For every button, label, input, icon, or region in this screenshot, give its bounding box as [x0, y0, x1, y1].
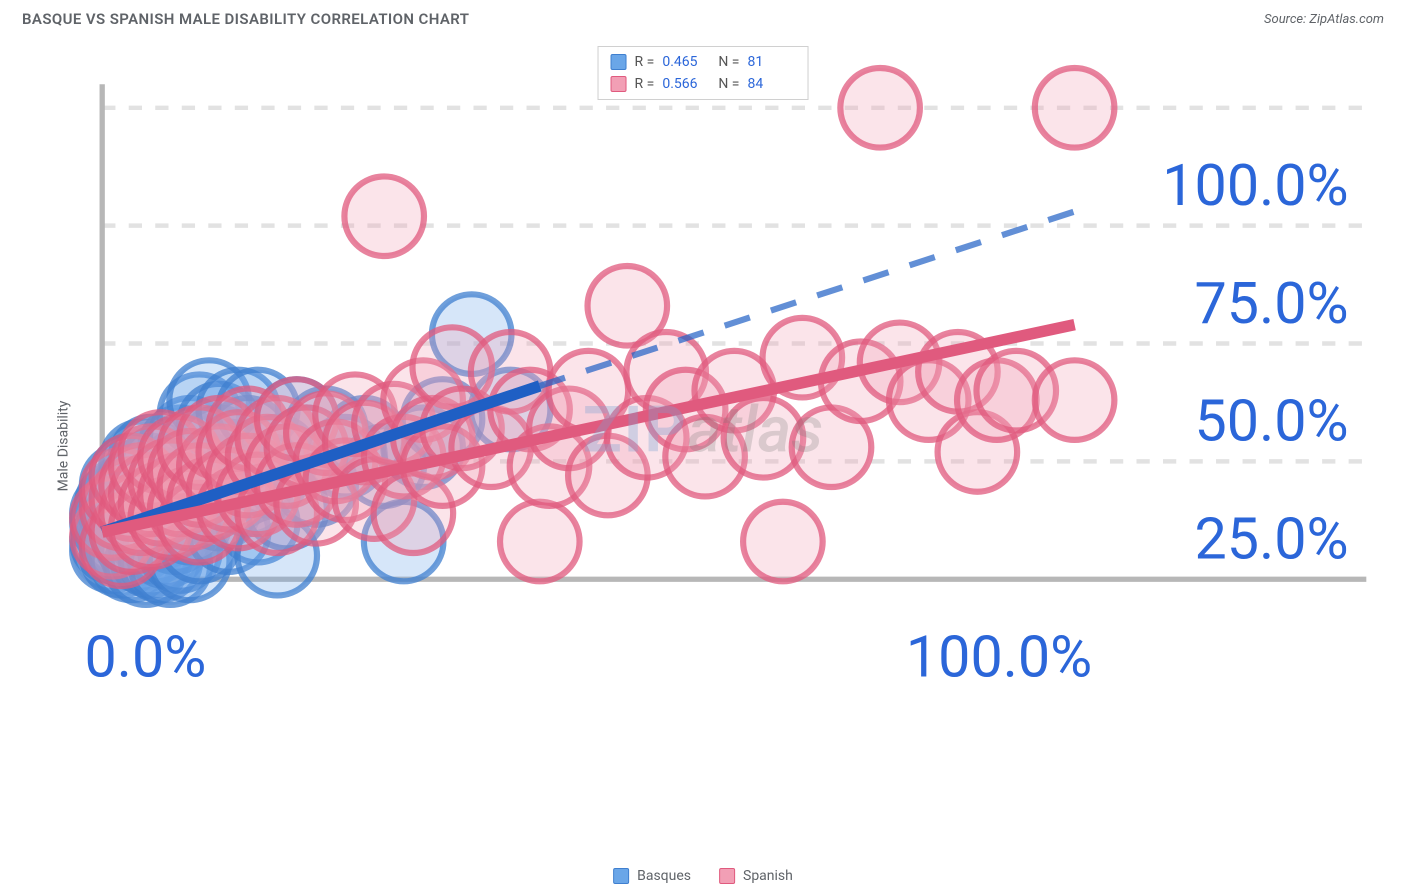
stats-row-basques: R = 0.465 N = 81: [611, 51, 796, 73]
n-value-basques: 81: [747, 51, 795, 73]
bottom-legend: Basques Spanish: [613, 868, 793, 884]
r-value-basques: 0.465: [662, 51, 710, 73]
stats-row-spanish: R = 0.566 N = 84: [611, 73, 796, 95]
legend-swatch-basques: [613, 868, 629, 884]
legend-item-basques: Basques: [613, 868, 691, 884]
stats-legend: R = 0.465 N = 81 R = 0.566 N = 84: [598, 46, 809, 100]
scatter-plot: 25.0% 50.0% 75.0% 100.0% 0.0% 100.0%: [58, 40, 1384, 703]
swatch-basques: [611, 54, 627, 70]
r-label: R =: [635, 51, 655, 73]
svg-text:100.0%: 100.0%: [1162, 153, 1348, 220]
legend-label-spanish: Spanish: [743, 868, 793, 884]
r-value-spanish: 0.566: [662, 73, 710, 95]
swatch-spanish: [611, 76, 627, 92]
legend-label-basques: Basques: [637, 868, 691, 884]
legend-swatch-spanish: [719, 868, 735, 884]
chart-area: Male Disability 25.0%50.0%75.0%100.0%0.0…: [22, 40, 1384, 852]
legend-item-spanish: Spanish: [719, 868, 793, 884]
r-label: R =: [635, 73, 655, 95]
svg-text:100.0%: 100.0%: [906, 624, 1092, 691]
svg-text:0.0%: 0.0%: [85, 624, 207, 691]
n-label: N =: [718, 73, 739, 95]
n-value-spanish: 84: [747, 73, 795, 95]
svg-text:25.0%: 25.0%: [1195, 507, 1349, 574]
source-label: Source: ZipAtlas.com: [1264, 12, 1384, 27]
svg-text:75.0%: 75.0%: [1195, 271, 1349, 338]
n-label: N =: [718, 51, 739, 73]
chart-title: BASQUE VS SPANISH MALE DISABILITY CORREL…: [22, 10, 469, 28]
svg-text:50.0%: 50.0%: [1195, 389, 1349, 456]
